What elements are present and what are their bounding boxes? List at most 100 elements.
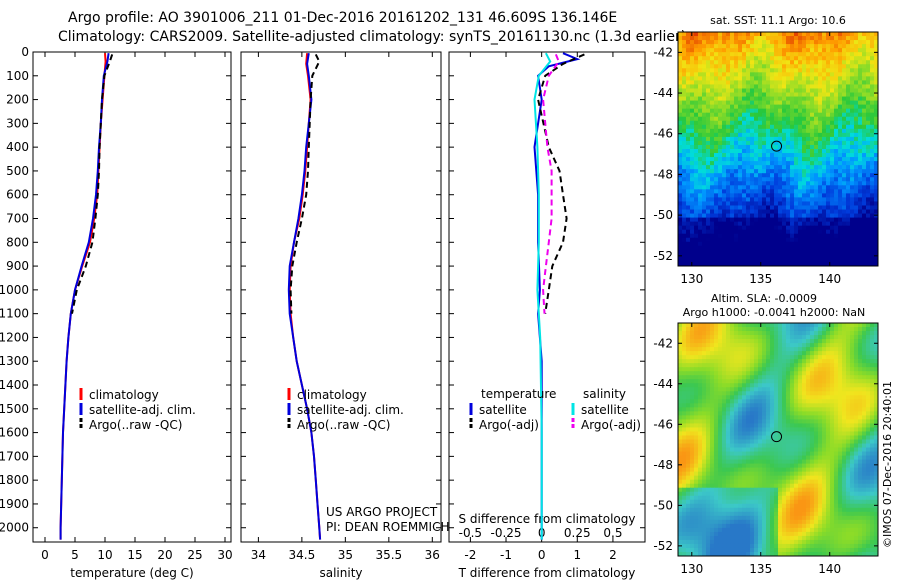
map-cell bbox=[830, 108, 835, 114]
map-cell bbox=[850, 355, 855, 360]
map-cell bbox=[698, 427, 703, 433]
map-cell bbox=[838, 253, 843, 259]
map-cell bbox=[826, 375, 831, 380]
map-cell bbox=[822, 383, 827, 388]
map-cell bbox=[766, 451, 771, 457]
map-cell bbox=[786, 80, 791, 86]
map-cell bbox=[858, 52, 863, 57]
map-cell bbox=[846, 48, 851, 53]
legend-title: salinity bbox=[583, 387, 626, 401]
map-cell bbox=[814, 169, 819, 174]
depth-tick-label: 1200 bbox=[0, 330, 29, 344]
map-cell bbox=[846, 76, 851, 82]
map-cell bbox=[746, 201, 751, 207]
map-cell bbox=[774, 351, 779, 356]
map-cell bbox=[694, 64, 699, 69]
map-cell bbox=[798, 411, 803, 416]
map-cell bbox=[834, 116, 839, 122]
map-cell bbox=[834, 221, 839, 227]
map-cell bbox=[710, 363, 715, 368]
map-cell bbox=[830, 241, 835, 247]
map-cell bbox=[814, 189, 819, 194]
map-cell bbox=[850, 96, 855, 102]
map-cell bbox=[810, 327, 815, 332]
map-cell bbox=[746, 217, 751, 223]
map-cell bbox=[722, 32, 727, 37]
legend-title: temperature bbox=[481, 387, 556, 401]
map-cell bbox=[834, 241, 839, 247]
map-cell bbox=[718, 221, 723, 227]
x-tick-label: 36 bbox=[425, 548, 440, 562]
map-cell bbox=[722, 439, 727, 445]
map-cell bbox=[706, 423, 711, 429]
map-cell bbox=[838, 185, 843, 190]
map-cell bbox=[854, 249, 859, 255]
map-cell bbox=[790, 431, 795, 437]
map-cell bbox=[810, 249, 815, 255]
map-cell bbox=[782, 185, 787, 190]
map-cell bbox=[678, 177, 683, 182]
map-cell bbox=[846, 419, 851, 425]
map-cell bbox=[762, 60, 767, 65]
map-cell bbox=[754, 359, 759, 364]
map-cell bbox=[714, 161, 719, 166]
map-cell bbox=[866, 427, 871, 433]
map-cell bbox=[862, 40, 867, 45]
map-cell bbox=[734, 201, 739, 207]
map-cell bbox=[694, 181, 699, 186]
map-cell bbox=[798, 383, 803, 388]
map-cell bbox=[858, 116, 863, 122]
map-cell bbox=[838, 375, 843, 380]
map-cell bbox=[782, 261, 787, 266]
map-cell bbox=[770, 253, 775, 259]
map-cell bbox=[762, 367, 767, 372]
map-cell bbox=[782, 64, 787, 69]
map-cell bbox=[754, 128, 759, 134]
map-cell bbox=[786, 173, 791, 178]
map-cell bbox=[770, 40, 775, 45]
map-cell bbox=[682, 177, 687, 182]
map-cell bbox=[854, 351, 859, 356]
map-cell bbox=[726, 205, 731, 211]
map-cell bbox=[698, 443, 703, 449]
map-cell bbox=[854, 64, 859, 69]
map-cell bbox=[730, 451, 735, 457]
map-cell bbox=[822, 120, 827, 126]
map-cell bbox=[858, 395, 863, 400]
map-cell bbox=[862, 116, 867, 122]
map-cell bbox=[842, 403, 847, 408]
map-cell bbox=[798, 36, 803, 41]
map-cell bbox=[830, 173, 835, 178]
map-cell bbox=[762, 124, 767, 130]
map-cell bbox=[790, 84, 795, 90]
map-cell bbox=[806, 339, 811, 344]
map-cell bbox=[854, 399, 859, 404]
map-cell bbox=[846, 144, 851, 150]
map-cell bbox=[786, 189, 791, 194]
map-cell bbox=[822, 323, 827, 328]
map-cell bbox=[806, 112, 811, 118]
map-cell bbox=[826, 241, 831, 247]
map-cell bbox=[726, 68, 731, 73]
map-cell bbox=[790, 92, 795, 98]
map-cell bbox=[698, 177, 703, 182]
map-cell bbox=[866, 379, 871, 384]
map-cell bbox=[754, 72, 759, 77]
map-cell bbox=[862, 351, 867, 356]
map-cell bbox=[702, 132, 707, 138]
map-cell bbox=[738, 379, 743, 384]
map-cell bbox=[774, 177, 779, 182]
map-cell bbox=[742, 157, 747, 162]
x-tick-label: 0 bbox=[41, 548, 49, 562]
map-cell bbox=[710, 427, 715, 433]
map-cell bbox=[786, 423, 791, 429]
map-cell bbox=[750, 451, 755, 457]
map-cell bbox=[822, 431, 827, 437]
map-cell bbox=[786, 140, 791, 146]
map-cell bbox=[686, 241, 691, 247]
map-cell bbox=[682, 327, 687, 332]
map-cell bbox=[718, 351, 723, 356]
map-cell bbox=[782, 451, 787, 457]
map-cell bbox=[806, 419, 811, 425]
map-cell bbox=[710, 407, 715, 412]
